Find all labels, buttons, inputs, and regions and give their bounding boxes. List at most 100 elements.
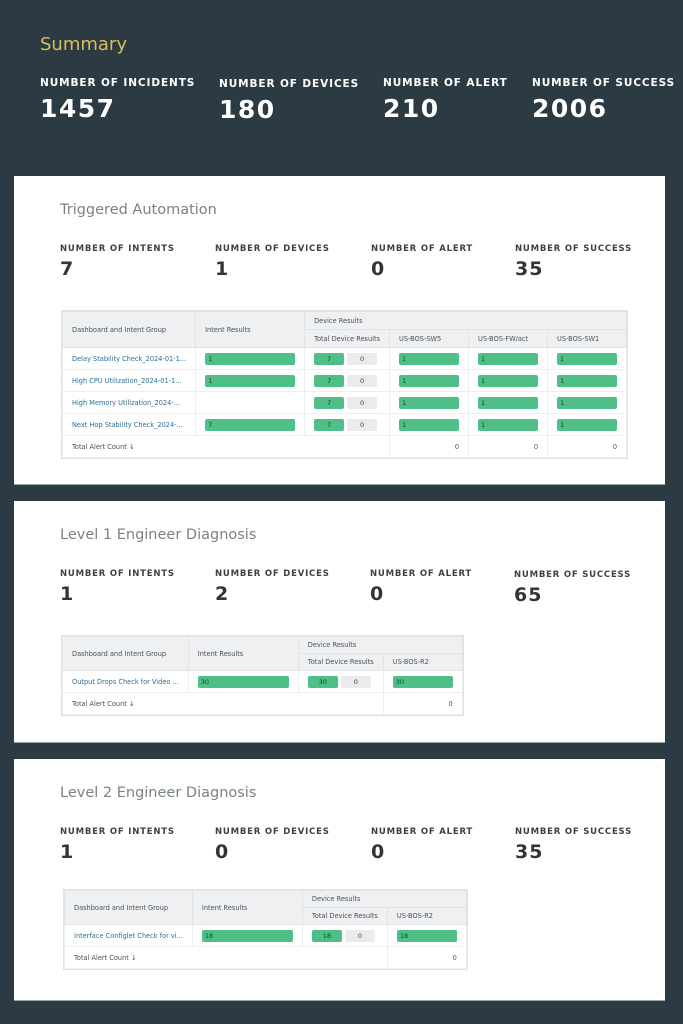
total-alert-count-sort[interactable]: Total Alert Count ↓ — [62, 692, 384, 715]
intent-group-link[interactable]: Delay Stability Check_2024-01-1... — [61, 347, 197, 370]
intent-group-link[interactable]: High CPU Utilization_2024-01-1... — [61, 369, 197, 392]
stat-label: NUMBER OF ALERT — [370, 569, 473, 579]
table-footer-row: Total Alert Count ↓ 0 0 0 — [61, 435, 628, 458]
section-level1-diagnosis: Level 1 Engineer Diagnosis NUMBER OF INT… — [14, 501, 665, 743]
device-result-bar[interactable]: 1 — [557, 396, 618, 409]
intent-group-link[interactable]: High Memory Utilization_2024-... — [61, 391, 197, 414]
device-result-bar[interactable]: 1 — [478, 374, 539, 387]
section-triggered-automation: Triggered Automation NUMBER OF INTENTS 7… — [14, 176, 665, 485]
stat-value: 210 — [383, 94, 440, 123]
total-alert-count-sort[interactable]: Total Alert Count ↓ — [64, 946, 388, 969]
intent-result-empty — [195, 391, 306, 414]
stat-value: 180 — [219, 95, 276, 124]
header-group: Dashboard and Intent Group — [64, 890, 193, 925]
stat-label: NUMBER OF SUCCESS — [515, 827, 633, 837]
stat-value: 1 — [60, 583, 75, 605]
header-total-device: Total Device Results — [301, 907, 388, 925]
total-alert-cell[interactable]: 0 — [347, 374, 378, 387]
stat-label: NUMBER OF INCIDENTS — [40, 77, 196, 89]
stat-intents: NUMBER OF INTENTS 1 — [60, 827, 175, 863]
header-device-results: Device Results — [301, 890, 467, 908]
intent-result-bar[interactable]: 1 — [205, 374, 296, 387]
stat-success: NUMBER OF SUCCESS 2006 — [532, 77, 675, 123]
total-alert-label: Total Alert Count — [74, 953, 129, 962]
device-result-bar[interactable]: 1 — [399, 418, 460, 431]
total-alert-cell[interactable]: 0 — [340, 675, 371, 688]
stat-devices: NUMBER OF DEVICES 1 — [215, 244, 330, 280]
results-table: Dashboard and Intent Group Intent Result… — [64, 890, 467, 969]
stat-value: 35 — [515, 841, 544, 863]
stat-label: NUMBER OF ALERT — [383, 77, 508, 89]
total-ok-bar[interactable]: 7 — [314, 352, 345, 365]
stat-value: 2006 — [532, 94, 608, 123]
device-result-bar[interactable]: 1 — [399, 352, 460, 365]
table-footer-row: Total Alert Count ↓ 0 — [64, 946, 467, 969]
header-group: Dashboard and Intent Group — [62, 636, 189, 671]
total-alert-cell[interactable]: 0 — [347, 352, 378, 365]
stat-value: 1 — [60, 841, 75, 863]
device-result-bar[interactable]: 18 — [396, 929, 457, 942]
intent-result-bar[interactable]: 30 — [197, 675, 289, 688]
stat-alert: NUMBER OF ALERT 0 — [371, 827, 473, 863]
table-row: Output Drops Check for Video ... 30 30 0 … — [62, 670, 463, 693]
total-alert-cell[interactable]: 0 — [347, 418, 378, 431]
intent-result-bar[interactable]: 18 — [201, 929, 293, 942]
stat-alert: NUMBER OF ALERT 0 — [371, 244, 473, 280]
stat-label: NUMBER OF INTENTS — [60, 569, 175, 579]
intent-result-bar[interactable]: 1 — [205, 352, 296, 365]
intent-group-link[interactable]: Interface Configlet Check for vi... — [64, 924, 193, 947]
stat-intents: NUMBER OF INTENTS 7 — [60, 244, 175, 280]
total-ok-bar[interactable]: 7 — [314, 374, 345, 387]
total-ok-bar[interactable]: 7 — [314, 396, 345, 409]
section-level2-diagnosis: Level 2 Engineer Diagnosis NUMBER OF INT… — [14, 759, 665, 1001]
sort-down-arrow-icon[interactable]: ↓ — [128, 699, 135, 708]
total-alert-cell[interactable]: 0 — [347, 396, 378, 409]
total-alert-label: Total Alert Count — [72, 442, 127, 451]
stat-label: NUMBER OF INTENTS — [60, 244, 175, 254]
device-alert-count: 0 — [468, 435, 549, 458]
stat-value: 0 — [371, 841, 386, 863]
header-intent: Intent Results — [191, 890, 303, 925]
device-alert-count: 0 — [386, 946, 467, 969]
sort-down-arrow-icon[interactable]: ↓ — [128, 442, 135, 451]
header-device-results: Device Results — [297, 636, 463, 654]
intent-group-link[interactable]: Next Hop Stability Check_2024-... — [61, 413, 197, 436]
total-ok-bar[interactable]: 18 — [311, 929, 342, 942]
intent-result-bar[interactable]: 7 — [205, 418, 296, 431]
total-ok-bar[interactable]: 7 — [314, 418, 345, 431]
device-alert-count: 0 — [547, 435, 628, 458]
stat-label: NUMBER OF ALERT — [371, 827, 474, 837]
device-result-bar[interactable]: 1 — [557, 418, 618, 431]
device-result-bar[interactable]: 1 — [478, 396, 539, 409]
stat-label: NUMBER OF ALERT — [371, 244, 474, 254]
stat-label: NUMBER OF DEVICES — [215, 827, 330, 837]
section-title: Level 2 Engineer Diagnosis — [60, 785, 257, 801]
device-result-bar[interactable]: 1 — [557, 352, 618, 365]
header-device-results: Device Results — [304, 311, 628, 330]
intent-group-link[interactable]: Output Drops Check for Video ... — [62, 670, 189, 693]
stat-success: NUMBER OF SUCCESS 35 — [515, 827, 632, 863]
device-result-bar[interactable]: 1 — [399, 396, 460, 409]
device-result-bar[interactable]: 1 — [478, 418, 539, 431]
device-result-bar[interactable]: 30 — [392, 675, 453, 688]
device-alert-count: 0 — [382, 692, 463, 715]
header-device: US-BOS-R2 — [386, 907, 467, 925]
total-alert-cell[interactable]: 0 — [344, 929, 375, 942]
header-device: US-BOS-FW/act — [468, 329, 549, 348]
stat-value: 0 — [370, 583, 385, 605]
header-total-device: Total Device Results — [297, 653, 384, 671]
device-result-bar[interactable]: 1 — [399, 374, 460, 387]
sort-down-arrow-icon[interactable]: ↓ — [130, 953, 137, 962]
stat-label: NUMBER OF DEVICES — [219, 78, 360, 90]
header-total-device: Total Device Results — [304, 329, 391, 348]
total-alert-count-sort[interactable]: Total Alert Count ↓ — [61, 435, 391, 458]
results-table: Dashboard and Intent Group Intent Result… — [62, 636, 463, 715]
stat-label: NUMBER OF INTENTS — [60, 827, 175, 837]
device-result-bar[interactable]: 1 — [478, 352, 539, 365]
device-result-bar[interactable]: 1 — [557, 374, 618, 387]
total-ok-bar[interactable]: 30 — [307, 675, 338, 688]
summary-panel: Summary NUMBER OF INCIDENTS 1457 NUMBER … — [0, 0, 683, 170]
